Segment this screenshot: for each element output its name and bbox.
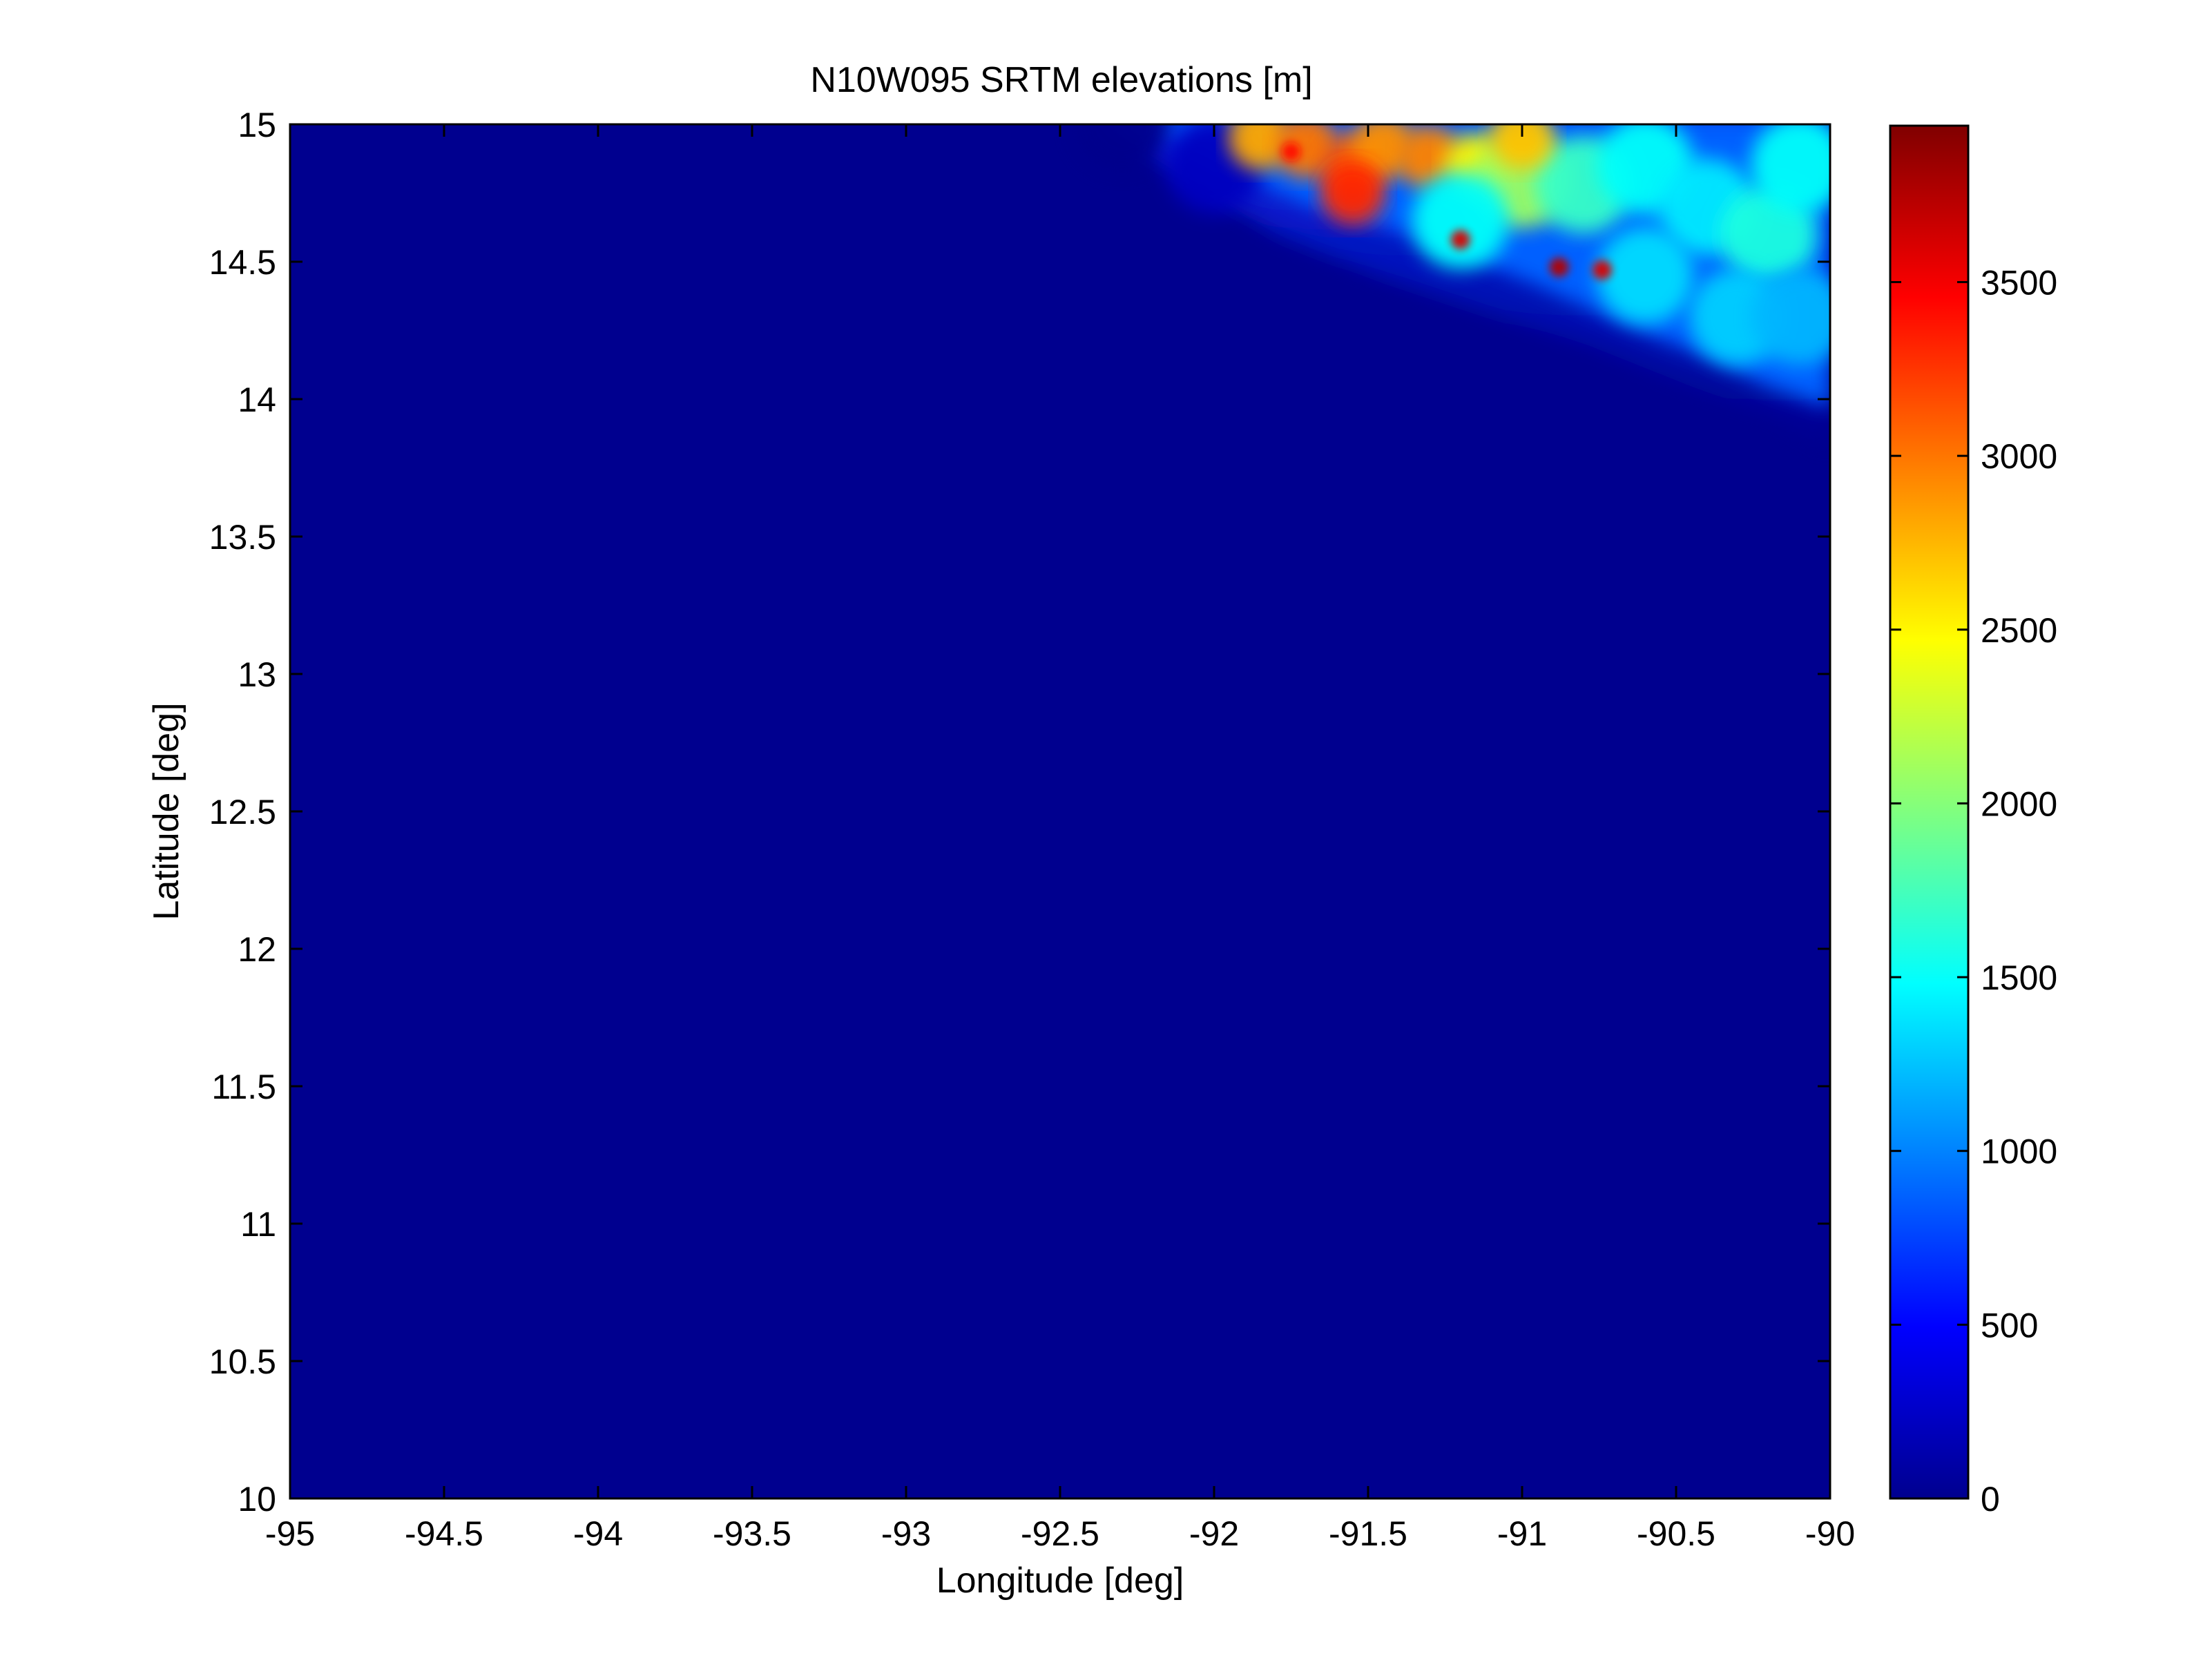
terrain-layer [1073, 124, 1830, 449]
colorbar-tick-label: 500 [1981, 1306, 2038, 1344]
x-axis-ticks: -95 -94.5 -94 -93.5 -93 -92.5 -92 -91.5 -91 -90.5… [265, 124, 1855, 1553]
y-tick-label: 14.5 [209, 243, 276, 282]
elevation-feature [1549, 257, 1569, 277]
colorbar-tick-label: 0 [1981, 1480, 2000, 1519]
elevation-feature [1751, 268, 1830, 365]
elevation-feature [1281, 142, 1301, 162]
colorbar-tick-label: 3500 [1981, 263, 2057, 302]
x-tick-label: -94.5 [405, 1514, 483, 1553]
colorbar-tick-label: 2500 [1981, 611, 2057, 650]
plot-area: -95 -94.5 -94 -93.5 -93 -92.5 -92 -91.5 -91 -90.5… [209, 106, 1855, 1553]
x-tick-label: -90.5 [1637, 1514, 1715, 1553]
x-tick-label: -91 [1497, 1514, 1547, 1553]
x-axis-label: Longitude [deg] [936, 1561, 1184, 1601]
heatmap-background [290, 124, 1830, 1498]
elevation-feature [1597, 226, 1694, 324]
y-tick-label: 11.5 [211, 1068, 276, 1106]
y-tick-label: 14 [238, 380, 276, 419]
elevation-feature [1490, 124, 1554, 170]
elevation-feature [1592, 260, 1612, 280]
y-tick-label: 10 [238, 1480, 276, 1519]
colorbar-tick-label: 1500 [1981, 958, 2057, 997]
x-tick-label: -92.5 [1021, 1514, 1099, 1553]
elevation-feature [1320, 161, 1385, 225]
colorbar-frame [1889, 124, 1970, 1500]
y-tick-label: 10.5 [209, 1342, 276, 1381]
elevation-feature [1751, 124, 1830, 214]
y-tick-label: 12 [238, 930, 276, 969]
elevation-feature [1450, 230, 1470, 250]
y-tick-label: 13.5 [209, 518, 276, 557]
colorbar-gradient [1890, 126, 1968, 1498]
colorbar-tick-label: 1000 [1981, 1132, 2057, 1171]
y-tick-label: 13 [238, 655, 276, 694]
colorbar-tick-label: 3000 [1981, 437, 2057, 476]
elevation-feature [1412, 172, 1509, 269]
elevation-features [1073, 124, 1830, 365]
x-tick-label: -93.5 [713, 1514, 791, 1553]
chart-title: N10W095 SRTM elevations [m] [810, 60, 1312, 100]
y-axis-ticks: 10 10.5 11 11.5 12 12.5 13 13.5 14 14.5 15 [209, 106, 1830, 1519]
y-axis-label: Latitude [deg] [146, 702, 186, 920]
x-tick-label: -92 [1189, 1514, 1239, 1553]
x-tick-label: -94 [573, 1514, 623, 1553]
colorbar-ticks: 0 500 1000 1500 2000 2500 3000 3500 [1890, 263, 2057, 1519]
colorbar-tick-label: 2000 [1981, 784, 2057, 823]
y-tick-label: 15 [238, 106, 276, 144]
elevation-feature [1073, 124, 1171, 173]
y-tick-label: 12.5 [209, 793, 276, 831]
x-tick-label: -95 [265, 1514, 315, 1553]
x-tick-label: -91.5 [1329, 1514, 1407, 1553]
x-tick-label: -90 [1805, 1514, 1855, 1553]
elevation-feature [1228, 124, 1292, 170]
colorbar: 0 500 1000 1500 2000 2500 3000 3500 [1889, 124, 2057, 1519]
x-tick-label: -93 [881, 1514, 931, 1553]
y-tick-label: 11 [240, 1205, 276, 1244]
